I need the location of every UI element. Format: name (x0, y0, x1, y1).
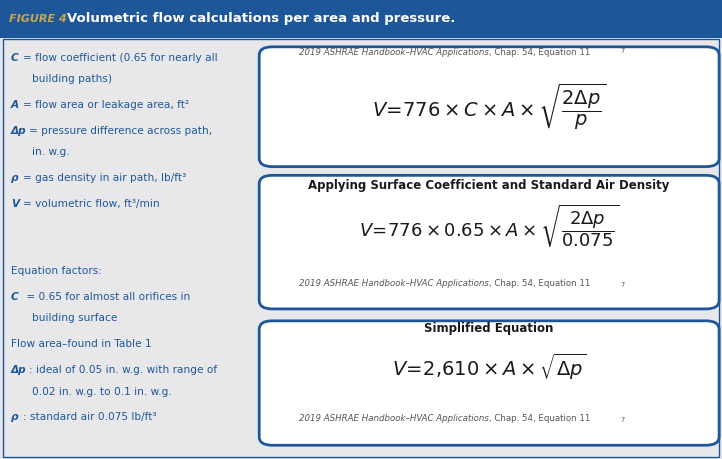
Text: ρ: ρ (11, 173, 18, 183)
FancyBboxPatch shape (259, 321, 719, 445)
FancyBboxPatch shape (259, 47, 719, 167)
Text: Volumetric flow calculations per area and pressure.: Volumetric flow calculations per area an… (67, 12, 456, 25)
Text: 2019 ASHRAE Handbook–HVAC Applications: 2019 ASHRAE Handbook–HVAC Applications (300, 279, 490, 288)
Text: A: A (11, 100, 19, 110)
Text: = 0.65 for almost all orifices in: = 0.65 for almost all orifices in (23, 292, 191, 302)
Text: $V\!=\!776 \times C \times A \times \sqrt{\dfrac{2\Delta p}{p}}$: $V\!=\!776 \times C \times A \times \sqr… (372, 82, 606, 132)
Text: : standard air 0.075 lb/ft³: : standard air 0.075 lb/ft³ (23, 412, 157, 422)
Text: 7: 7 (620, 282, 625, 288)
FancyBboxPatch shape (259, 175, 719, 309)
Text: 2019 ASHRAE Handbook–HVAC Applications: 2019 ASHRAE Handbook–HVAC Applications (300, 414, 490, 423)
Text: C: C (11, 292, 19, 302)
Text: 2019 ASHRAE Handbook–HVAC Applications: 2019 ASHRAE Handbook–HVAC Applications (300, 48, 490, 57)
Text: Δp: Δp (11, 126, 27, 136)
Text: $V\!=\!776 \times 0.65 \times A \times \sqrt{\dfrac{2\Delta p}{0.075}}$: $V\!=\!776 \times 0.65 \times A \times \… (359, 202, 619, 249)
Text: , Chap. 54, Equation 11: , Chap. 54, Equation 11 (490, 48, 591, 57)
Text: Equation factors:: Equation factors: (11, 266, 102, 276)
Text: = gas density in air path, lb/ft³: = gas density in air path, lb/ft³ (23, 173, 186, 183)
Text: 7: 7 (620, 417, 625, 423)
Text: building surface: building surface (32, 313, 118, 324)
Text: , Chap. 54, Equation 11: , Chap. 54, Equation 11 (490, 414, 591, 423)
Text: Simplified Equation: Simplified Equation (425, 322, 554, 335)
Text: ρ: ρ (11, 412, 18, 422)
Text: Flow area–found in Table 1: Flow area–found in Table 1 (11, 339, 152, 349)
Text: Δp: Δp (11, 365, 27, 375)
Text: building paths): building paths) (32, 74, 113, 84)
Text: $V\!=\!2{,}610 \times A \times \sqrt{\Delta p}$: $V\!=\!2{,}610 \times A \times \sqrt{\De… (392, 352, 586, 382)
Text: , Chap. 54, Equation 11: , Chap. 54, Equation 11 (490, 279, 591, 288)
Text: FIGURE 4: FIGURE 4 (9, 14, 67, 24)
Text: V: V (11, 199, 19, 209)
Bar (0, 0, 722, 38)
Text: = flow area or leakage area, ft²: = flow area or leakage area, ft² (23, 100, 189, 110)
Text: C: C (11, 53, 19, 63)
Text: 0.02 in. w.g. to 0.1 in. w.g.: 0.02 in. w.g. to 0.1 in. w.g. (32, 386, 173, 397)
Text: Applying Surface Coefficient and Standard Air Density: Applying Surface Coefficient and Standar… (308, 179, 670, 192)
Text: : ideal of 0.05 in. w.g. with range of: : ideal of 0.05 in. w.g. with range of (29, 365, 217, 375)
Text: = volumetric flow, ft³/min: = volumetric flow, ft³/min (23, 199, 160, 209)
Text: = flow coefficient (0.65 for nearly all: = flow coefficient (0.65 for nearly all (23, 53, 218, 63)
Text: = pressure difference across path,: = pressure difference across path, (29, 126, 212, 136)
Text: in. w.g.: in. w.g. (32, 147, 70, 157)
Text: 7: 7 (620, 48, 625, 54)
